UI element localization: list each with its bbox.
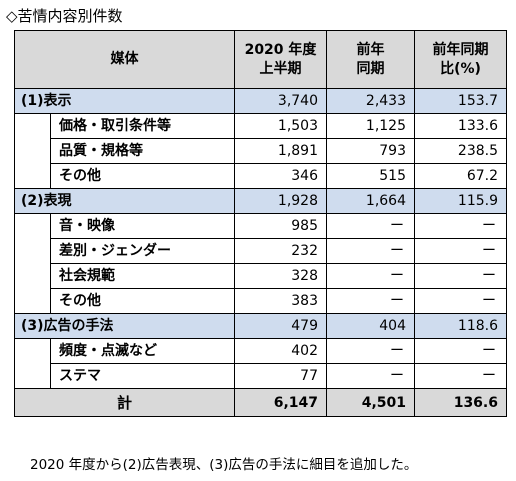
table-body: (1)表示 3,740 2,433 153.7 価格・取引条件等 1,503 1,125 13… bbox=[14, 88, 507, 389]
indent-cell bbox=[14, 163, 51, 189]
ratio-value: ー bbox=[414, 263, 507, 289]
header-ratio-line2: 比(%) bbox=[440, 60, 481, 77]
table-row: 頻度・点滅など 402 ーー bbox=[14, 338, 507, 364]
indent-cell bbox=[14, 363, 51, 389]
table-row: ステマ 77 ーー bbox=[14, 363, 507, 389]
indent-cell bbox=[14, 113, 51, 139]
item-label: 社会規範 bbox=[50, 263, 235, 289]
item-label: 差別・ジェンダー bbox=[50, 238, 235, 264]
ratio-value: 115.9 bbox=[414, 188, 507, 214]
ratio-value: 67.2 bbox=[414, 163, 507, 189]
header-prev-line1: 前年 bbox=[356, 41, 385, 58]
header-media: 媒体 bbox=[14, 30, 235, 89]
item-label: 頻度・点滅など bbox=[50, 338, 235, 364]
header-prev: 前年 同期 bbox=[326, 30, 415, 89]
table-row: 音・映像 985 ーー bbox=[14, 213, 507, 239]
prev-value: 1,664 bbox=[326, 188, 415, 214]
item-label: その他 bbox=[50, 288, 235, 314]
indent-cell bbox=[14, 288, 51, 314]
header-ratio-line1: 前年同期 bbox=[432, 41, 489, 58]
current-value: 383 bbox=[234, 288, 327, 314]
total-row: 計 6,147 4,501 136.6 bbox=[14, 388, 507, 417]
current-value: 985 bbox=[234, 213, 327, 239]
prev-value: ー bbox=[326, 338, 415, 364]
header-ratio: 前年同期 比(%) bbox=[414, 30, 507, 89]
complaint-table: 媒体 2020 年度 上半期 前年 同期 前年同期 比(%) (1)表示 3,74… bbox=[14, 30, 507, 417]
prev-value: ー bbox=[326, 213, 415, 239]
prev-value: 515 bbox=[326, 163, 415, 189]
prev-value: ー bbox=[326, 238, 415, 264]
indent-cell bbox=[14, 338, 51, 364]
item-label: その他 bbox=[50, 163, 235, 189]
prev-value: ー bbox=[326, 288, 415, 314]
category-label: (2)表現 bbox=[14, 188, 235, 214]
table-row: 品質・規格等 1,891 793 238.5 bbox=[14, 138, 507, 164]
ratio-value: ー bbox=[414, 363, 507, 389]
current-value: 1,503 bbox=[234, 113, 327, 139]
table-row: その他 383 ーー bbox=[14, 288, 507, 314]
header-row: 媒体 2020 年度 上半期 前年 同期 前年同期 比(%) bbox=[14, 30, 507, 89]
total-prev: 4,501 bbox=[326, 388, 415, 417]
indent-cell bbox=[14, 213, 51, 239]
ratio-value: 153.7 bbox=[414, 88, 507, 114]
current-value: 3,740 bbox=[234, 88, 327, 114]
prev-value: 1,125 bbox=[326, 113, 415, 139]
header-prev-line2: 同期 bbox=[356, 60, 385, 77]
header-current-line2: 上半期 bbox=[259, 60, 302, 77]
ratio-value: 238.5 bbox=[414, 138, 507, 164]
ratio-value: ー bbox=[414, 213, 507, 239]
footnote: 2020 年度から(2)広告表現、(3)広告の手法に細目を追加した。 bbox=[30, 457, 418, 473]
total-ratio: 136.6 bbox=[414, 388, 507, 417]
item-label: 価格・取引条件等 bbox=[50, 113, 235, 139]
category-row: (1)表示 3,740 2,433 153.7 bbox=[14, 88, 507, 114]
category-label: (3)広告の手法 bbox=[14, 313, 235, 339]
page-title: ◇苦情内容別件数 bbox=[6, 7, 123, 25]
ratio-value: 133.6 bbox=[414, 113, 507, 139]
table-row: 社会規範 328 ーー bbox=[14, 263, 507, 289]
prev-value: 2,433 bbox=[326, 88, 415, 114]
prev-value: ー bbox=[326, 263, 415, 289]
item-label: 品質・規格等 bbox=[50, 138, 235, 164]
current-value: 346 bbox=[234, 163, 327, 189]
header-current: 2020 年度 上半期 bbox=[234, 30, 327, 89]
table-row: その他 346 515 67.2 bbox=[14, 163, 507, 189]
header-current-line1: 2020 年度 bbox=[244, 41, 317, 58]
item-label: 音・映像 bbox=[50, 213, 235, 239]
current-value: 479 bbox=[234, 313, 327, 339]
indent-cell bbox=[14, 238, 51, 264]
indent-cell bbox=[14, 138, 51, 164]
item-label: ステマ bbox=[50, 363, 235, 389]
category-row: (3)広告の手法 479 404 118.6 bbox=[14, 313, 507, 339]
category-label: (1)表示 bbox=[14, 88, 235, 114]
prev-value: ー bbox=[326, 363, 415, 389]
total-label: 計 bbox=[14, 388, 235, 417]
current-value: 1,891 bbox=[234, 138, 327, 164]
table-row: 差別・ジェンダー 232 ーー bbox=[14, 238, 507, 264]
ratio-value: 118.6 bbox=[414, 313, 507, 339]
category-row: (2)表現 1,928 1,664 115.9 bbox=[14, 188, 507, 214]
total-current: 6,147 bbox=[234, 388, 327, 417]
ratio-value: ー bbox=[414, 238, 507, 264]
prev-value: 404 bbox=[326, 313, 415, 339]
current-value: 1,928 bbox=[234, 188, 327, 214]
current-value: 77 bbox=[234, 363, 327, 389]
current-value: 328 bbox=[234, 263, 327, 289]
indent-cell bbox=[14, 263, 51, 289]
current-value: 232 bbox=[234, 238, 327, 264]
table-row: 価格・取引条件等 1,503 1,125 133.6 bbox=[14, 113, 507, 139]
ratio-value: ー bbox=[414, 338, 507, 364]
current-value: 402 bbox=[234, 338, 327, 364]
prev-value: 793 bbox=[326, 138, 415, 164]
ratio-value: ー bbox=[414, 288, 507, 314]
